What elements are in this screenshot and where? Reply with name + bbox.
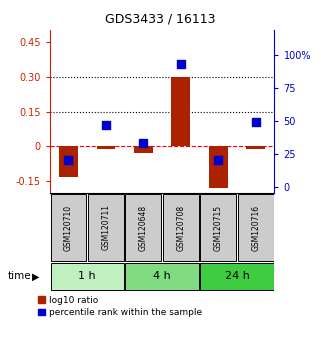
Text: ▶: ▶ [31, 272, 39, 281]
Text: GSM120715: GSM120715 [214, 204, 223, 251]
Bar [247, 147, 265, 149]
Bar [200, 263, 274, 290]
Point [141, 141, 146, 146]
Bar [88, 194, 124, 261]
Bar [163, 194, 199, 261]
Bar [126, 263, 199, 290]
Text: time: time [8, 272, 32, 281]
Text: GSM120711: GSM120711 [101, 205, 110, 250]
Point [253, 119, 258, 125]
Text: 1 h: 1 h [78, 272, 96, 281]
Bar [97, 147, 115, 149]
Text: 24 h: 24 h [225, 272, 249, 281]
Bar [200, 194, 236, 261]
Point [178, 62, 183, 67]
Text: 4 h: 4 h [153, 272, 171, 281]
Bar [126, 194, 161, 261]
Text: GSM120648: GSM120648 [139, 204, 148, 251]
Text: GSM120710: GSM120710 [64, 204, 73, 251]
Bar [50, 194, 86, 261]
Text: GDS3433 / 16113: GDS3433 / 16113 [105, 12, 216, 25]
Point [216, 158, 221, 163]
Bar [134, 147, 153, 153]
Bar [59, 147, 78, 177]
Bar [209, 147, 228, 188]
Bar [171, 76, 190, 147]
Bar [50, 263, 124, 290]
Point [103, 122, 108, 128]
Text: GSM120716: GSM120716 [251, 204, 260, 251]
Text: GSM120708: GSM120708 [176, 204, 185, 251]
Legend: log10 ratio, percentile rank within the sample: log10 ratio, percentile rank within the … [38, 296, 202, 317]
Point [66, 158, 71, 163]
Bar [238, 194, 274, 261]
